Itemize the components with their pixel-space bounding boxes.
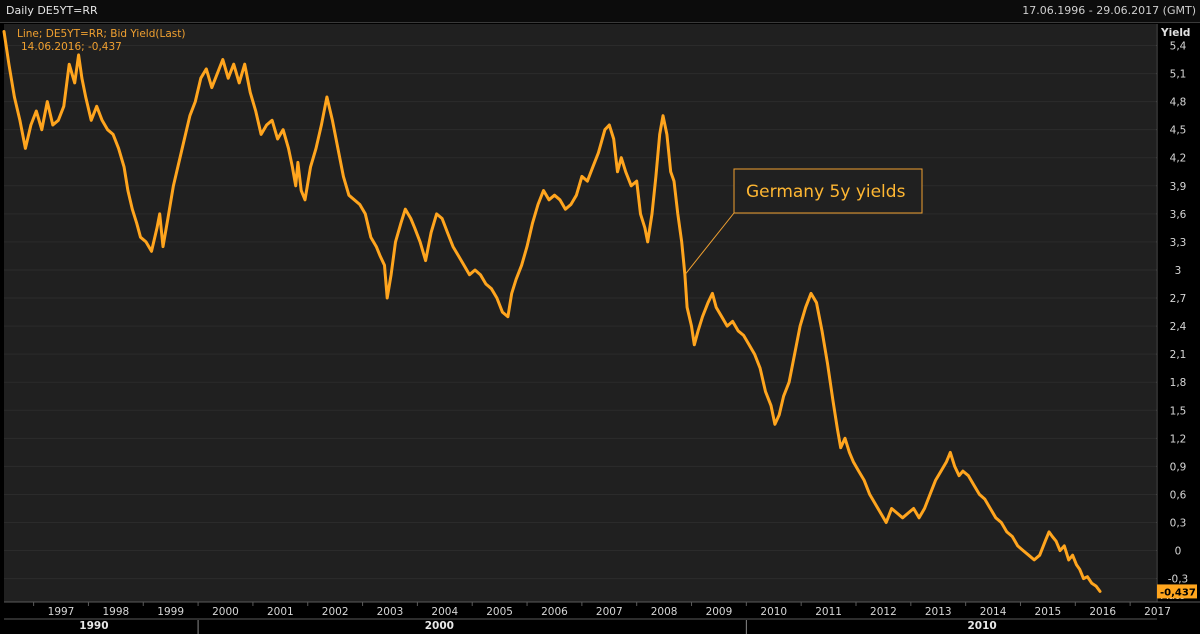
x-tick-label: 2008 bbox=[651, 606, 678, 618]
y-tick-label: 5,1 bbox=[1170, 69, 1187, 81]
date-range: 17.06.1996 - 29.06.2017 (GMT) bbox=[1022, 4, 1196, 17]
x-tick-label: 2002 bbox=[322, 606, 349, 618]
x-decade-label: 2010 bbox=[967, 620, 996, 632]
x-tick-label: 2013 bbox=[925, 606, 952, 618]
y-tick-label: 3 bbox=[1175, 265, 1182, 277]
x-tick-label: 2017 bbox=[1144, 606, 1171, 618]
y-tick-label: 0,6 bbox=[1170, 489, 1187, 501]
y-tick-label: 4,2 bbox=[1170, 153, 1187, 165]
x-axis-ticks: 1997 1998 1999 2000 2001 2002 2003 2004 2005 2006… bbox=[33, 602, 1171, 618]
annotation-box bbox=[733, 168, 923, 214]
x-tick-label: 2011 bbox=[815, 606, 842, 618]
y-tick-label: 1,2 bbox=[1170, 433, 1187, 445]
x-tick-label: 2014 bbox=[980, 606, 1007, 618]
x-tick-label: 2000 bbox=[212, 606, 239, 618]
y-tick-label: 2,7 bbox=[1170, 293, 1187, 305]
chart-title: Daily DE5YT=RR bbox=[6, 4, 98, 17]
x-tick-label: 2012 bbox=[870, 606, 897, 618]
y-tick-label: 0,9 bbox=[1170, 461, 1187, 473]
x-tick-label: 1999 bbox=[157, 606, 184, 618]
y-tick-label: 1,8 bbox=[1170, 377, 1187, 389]
x-tick-label: 1998 bbox=[102, 606, 129, 618]
y-tick-label: 3,9 bbox=[1170, 181, 1187, 193]
x-axis-decades: 1990 2000 2010 bbox=[79, 620, 997, 634]
annotation-leader-line bbox=[684, 212, 735, 275]
y-tick-label: 3,3 bbox=[1170, 237, 1187, 249]
yield-series-line bbox=[2, 30, 1102, 593]
y-axis-ticks: 5,4 5,1 4,8 4,5 4,2 3,9 3,6 3,3 3 2,7 2,4 2,1 1,8 1,5… bbox=[1168, 41, 1189, 586]
x-tick-label: 2003 bbox=[377, 606, 404, 618]
x-tick-label: 2016 bbox=[1089, 606, 1116, 618]
grid bbox=[4, 45, 1157, 580]
x-tick-label: 2009 bbox=[706, 606, 733, 618]
last-value-label: -0,437 bbox=[1160, 587, 1196, 598]
y-tick-label: 0,3 bbox=[1170, 518, 1187, 530]
x-tick-label: 2010 bbox=[760, 606, 787, 618]
plot-area bbox=[4, 24, 1156, 602]
x-tick-label: 2015 bbox=[1035, 606, 1062, 618]
x-decade-label: 2000 bbox=[425, 620, 454, 632]
x-tick-label: 2005 bbox=[486, 606, 513, 618]
x-tick-label: 1997 bbox=[48, 606, 75, 618]
legend-series: Line; DE5YT=RR; Bid Yield(Last) bbox=[17, 28, 185, 40]
y-tick-label: 4,5 bbox=[1170, 125, 1187, 137]
y-tick-label: 0 bbox=[1175, 546, 1182, 558]
y-tick-label: 2,1 bbox=[1170, 349, 1187, 361]
last-value-badge bbox=[1157, 584, 1197, 599]
y-tick-label: 2,4 bbox=[1170, 321, 1187, 333]
y-tick-label: 4,8 bbox=[1170, 97, 1187, 109]
annotation-text: Germany 5y yields bbox=[746, 182, 906, 202]
x-tick-label: 2006 bbox=[541, 606, 568, 618]
legend-last-point: 14.06.2016; -0,437 bbox=[21, 41, 122, 53]
x-tick-label: 2001 bbox=[267, 606, 294, 618]
chart-header-bar: Daily DE5YT=RR 17.06.1996 - 29.06.2017 (… bbox=[0, 0, 1200, 23]
x-tick-label: 2004 bbox=[431, 606, 458, 618]
y-tick-label: 3,6 bbox=[1170, 209, 1187, 221]
y-tick-label: 1,5 bbox=[1170, 405, 1187, 417]
y-tick-label: 5,4 bbox=[1170, 41, 1187, 53]
x-tick-label: 2007 bbox=[596, 606, 623, 618]
x-decade-label: 1990 bbox=[79, 620, 108, 632]
y-tick-label: -0,3 bbox=[1168, 574, 1189, 586]
y-axis-label: Yield bbox=[1160, 27, 1190, 39]
